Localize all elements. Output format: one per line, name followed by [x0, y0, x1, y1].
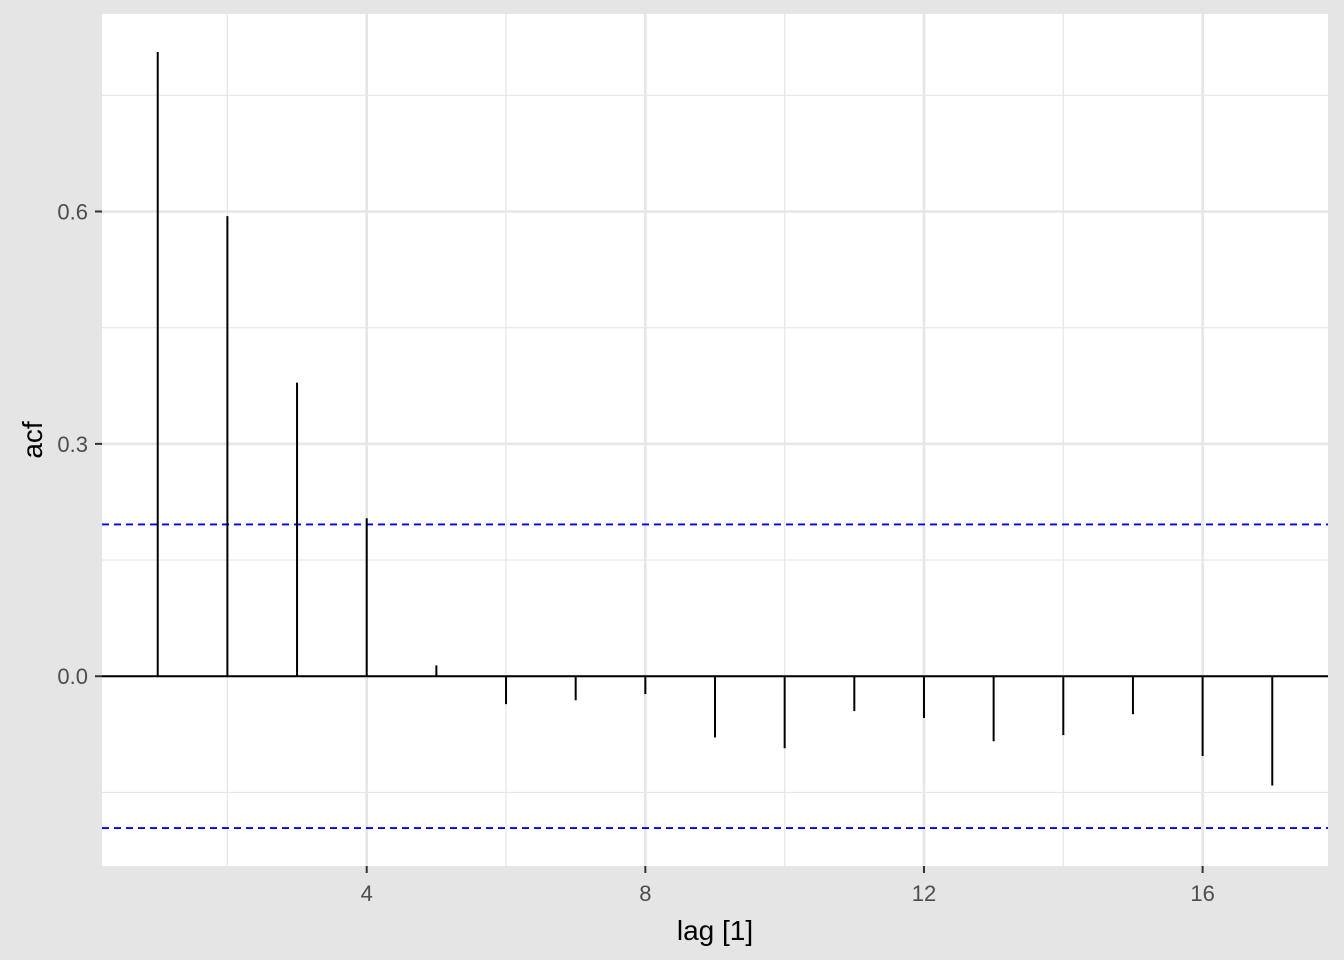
axis-ticks: 4 8 12 16 0.0 0.3 0.6	[57, 200, 1214, 906]
x-tick-label: 8	[639, 881, 651, 906]
y-axis-title: acf	[17, 421, 48, 459]
acf-bars	[102, 51, 1328, 786]
y-tick-label: 0.3	[57, 432, 88, 457]
x-tick-label: 12	[912, 881, 936, 906]
confidence-bounds	[102, 523, 1328, 829]
y-tick-label: 0.0	[57, 664, 88, 689]
panel-background	[102, 14, 1328, 866]
grid-lines	[102, 14, 1328, 866]
x-tick-label: 4	[361, 881, 373, 906]
x-axis-title: lag [1]	[677, 915, 753, 946]
y-tick-label: 0.6	[57, 200, 88, 225]
x-tick-label: 16	[1190, 881, 1214, 906]
